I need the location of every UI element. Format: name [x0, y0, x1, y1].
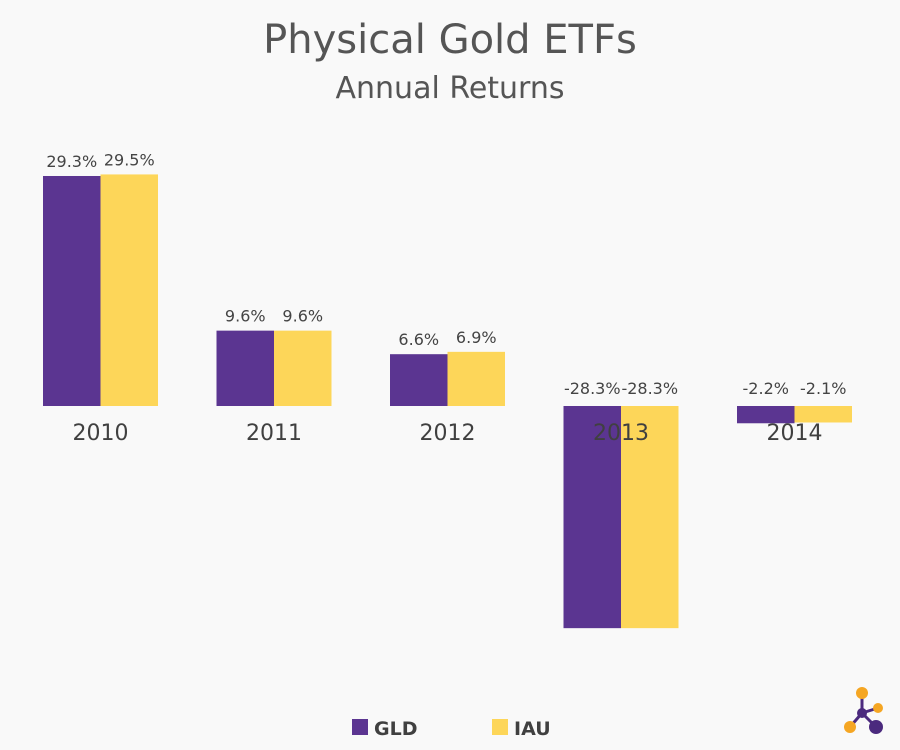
category-label-2012: 2012: [420, 421, 476, 446]
data-label-iau-2014: -2.1%: [800, 379, 846, 398]
category-label-2014: 2014: [767, 421, 823, 446]
bar-gld-2014: [737, 406, 795, 424]
bar-gld-2013: [563, 406, 621, 629]
bar-gld-2010: [43, 175, 101, 406]
data-label-iau-2011: 9.6%: [282, 307, 323, 326]
bar-iau-2014: [794, 406, 852, 423]
bars-layer: [43, 174, 852, 629]
bar-iau-2011: [274, 330, 332, 406]
data-label-gld-2013: -28.3%: [564, 379, 621, 398]
bar-iau-2010: [100, 174, 158, 406]
data-label-iau-2012: 6.9%: [456, 328, 497, 347]
bar-gld-2012: [390, 354, 448, 406]
legend-swatch-iau: [492, 719, 508, 735]
bar-iau-2012: [447, 351, 505, 406]
category-label-2011: 2011: [246, 421, 302, 446]
legend-label-iau: IAU: [514, 718, 551, 740]
category-label-2010: 2010: [73, 421, 129, 446]
bar-gld-2011: [216, 330, 274, 406]
bar-iau-2013: [621, 406, 679, 629]
category-labels: 2010 2011 2012 2013 2014: [73, 421, 823, 446]
legend-label-gld: GLD: [374, 718, 417, 740]
data-label-gld-2012: 6.6%: [398, 330, 439, 349]
data-label-gld-2014: -2.2%: [743, 379, 789, 398]
legend: GLD IAU: [352, 718, 551, 740]
data-label-iau-2013: -28.3%: [621, 379, 678, 398]
data-labels: 29.3% 29.5% 9.6% 9.6% 6.6% 6.9% -28.3% -28.3% -2…: [46, 150, 846, 398]
data-label-gld-2010: 29.3%: [46, 152, 97, 171]
data-label-iau-2010: 29.5%: [104, 150, 155, 169]
chart-subtitle: Annual Returns: [336, 71, 565, 106]
legend-swatch-gld: [352, 719, 368, 735]
chart-title: Physical Gold ETFs: [263, 17, 637, 63]
network-nodes-logo-icon: [844, 687, 883, 734]
data-label-gld-2011: 9.6%: [225, 307, 266, 326]
category-label-2013: 2013: [593, 421, 649, 446]
